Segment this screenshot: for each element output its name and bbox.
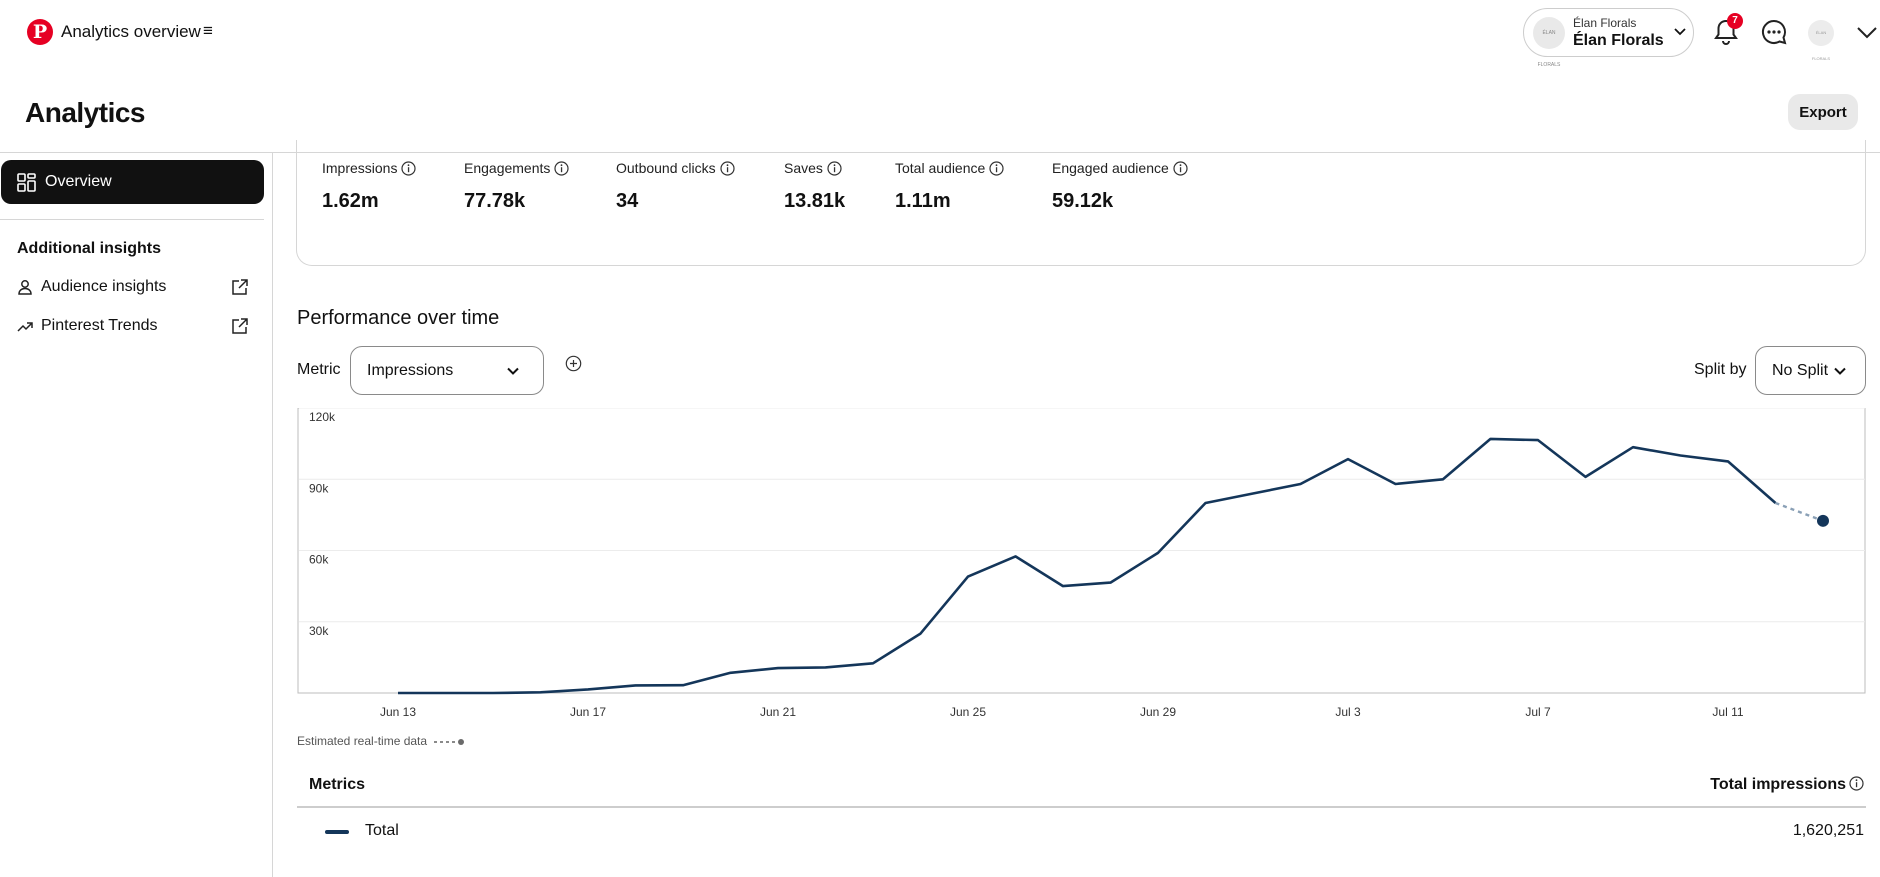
total-impressions-header: Total impressions [1710,776,1846,793]
stat-value: 59.12k [1052,190,1114,212]
divider [0,152,1880,153]
stat-label: Engaged audience [1052,160,1169,176]
chevron-down-icon [507,367,519,375]
chevron-down-icon [1834,367,1846,375]
add-metric-icon[interactable] [565,355,582,372]
page-title: Analytics [25,97,146,128]
chevron-down-icon [1674,28,1686,36]
stat-label: Saves [784,160,823,176]
account-name: Élan Florals [1573,32,1664,49]
external-link-icon [232,318,248,334]
realtime-legend: Estimated real-time data [297,734,465,748]
y-tick-label: 90k [309,481,329,495]
info-icon[interactable] [720,161,735,176]
stat-outbound-clicks: Outbound clicks 34 [616,160,735,213]
metrics-table-header: Metrics Total impressions [297,768,1866,808]
account-avatar: ÉLAN FLORALS [1533,17,1565,68]
metrics-header-label: Metrics [309,776,366,793]
y-tick-label: 30k [309,624,329,638]
metric-label: Metric [297,361,341,378]
account-label: Élan Florals [1573,16,1637,30]
stat-engagements: Engagements 77.78k [464,160,570,213]
info-icon[interactable] [1849,776,1864,791]
performance-title: Performance over time [297,307,500,329]
row-name: Total [365,822,399,839]
external-link-icon [232,279,248,295]
y-tick-label: 60k [309,553,329,567]
stat-total-audience: Total audience 1.11m [895,160,1004,213]
sidebar: Overview Additional insights Audience in… [0,153,273,877]
messages-icon[interactable] [1761,19,1787,45]
estimated-segment [1775,501,1824,522]
split-by-dropdown[interactable]: No Split [1755,346,1866,395]
x-tick-label: Jun 17 [570,705,606,718]
y-tick-label: 120k [309,410,336,424]
split-by-dropdown-value: No Split [1772,362,1829,379]
x-tick-label: Jun 13 [380,705,416,718]
trending-icon [17,322,33,332]
estimated-point [1817,514,1829,527]
x-tick-label: Jul 3 [1335,705,1361,718]
split-by-label: Split by [1694,361,1747,378]
metric-dropdown[interactable]: Impressions [350,346,544,395]
account-switcher[interactable]: ÉLAN FLORALS Élan Florals Élan Florals [1523,8,1694,68]
info-icon[interactable] [554,161,570,176]
series-line-impressions [398,437,1777,695]
stat-engaged-audience: Engaged audience 59.12k [1052,160,1188,213]
table-row: Total 1,620,251 [297,818,1866,848]
stat-label: Outbound clicks [616,160,716,176]
info-icon[interactable] [1173,161,1188,176]
menu-icon[interactable]: ≡ [203,21,213,40]
stat-value: 1.62m [322,190,379,212]
realtime-legend-label: Estimated real-time data [297,734,428,748]
sidebar-item-overview[interactable]: Overview [1,160,264,204]
info-icon[interactable] [989,161,1004,176]
x-tick-label: Jul 7 [1525,705,1551,718]
stat-label: Total audience [895,160,986,176]
info-icon[interactable] [827,161,842,176]
info-icon[interactable] [401,161,417,176]
divider [0,219,264,220]
sidebar-item-label: Pinterest Trends [41,317,158,334]
pinterest-logo-icon[interactable]: P [27,19,53,45]
metric-dropdown-value: Impressions [367,362,454,379]
additional-insights-heading: Additional insights [17,240,161,257]
person-icon [18,280,32,295]
series-swatch [325,830,349,834]
row-value: 1,620,251 [1792,822,1864,839]
stat-value: 1.11m [895,190,951,212]
sidebar-item-label: Audience insights [41,278,167,295]
stats-card: Impressions 1.62m Engagements 77.78k Out… [296,140,1866,266]
stat-impressions: Impressions 1.62m [322,160,417,213]
sidebar-item-label: Overview [45,173,112,190]
x-tick-label: Jun 29 [1140,705,1176,718]
x-tick-label: Jul 11 [1712,705,1743,718]
export-button[interactable]: Export [1788,94,1858,130]
stat-label: Engagements [464,160,551,176]
stat-value: 34 [616,190,639,212]
x-tick-label: Jun 21 [760,705,796,718]
stat-label: Impressions [322,160,398,176]
stat-value: 13.81k [784,190,846,212]
dashed-line-icon [434,738,465,745]
top-bar: P Analytics overview ≡ ÉLAN FLORALS Élan… [0,0,1880,68]
sidebar-item-pinterest-trends[interactable]: Pinterest Trends [17,315,249,339]
stat-saves: Saves 13.81k [784,160,845,213]
sidebar-item-audience-insights[interactable]: Audience insights [17,276,249,300]
x-tick-label: Jun 25 [950,705,986,718]
app-title[interactable]: Analytics overview [61,22,201,41]
dashboard-icon [17,173,36,192]
impressions-line-chart: 120k 90k 60k 30k Jun 13 Jun 17 Jun 21 Jun 25 Jun… [297,408,1866,718]
notification-badge: 7 [1727,13,1743,29]
user-avatar[interactable]: ÉLAN FLORALS [1808,20,1834,61]
chevron-down-icon[interactable] [1856,22,1878,42]
stat-value: 77.78k [464,190,526,212]
